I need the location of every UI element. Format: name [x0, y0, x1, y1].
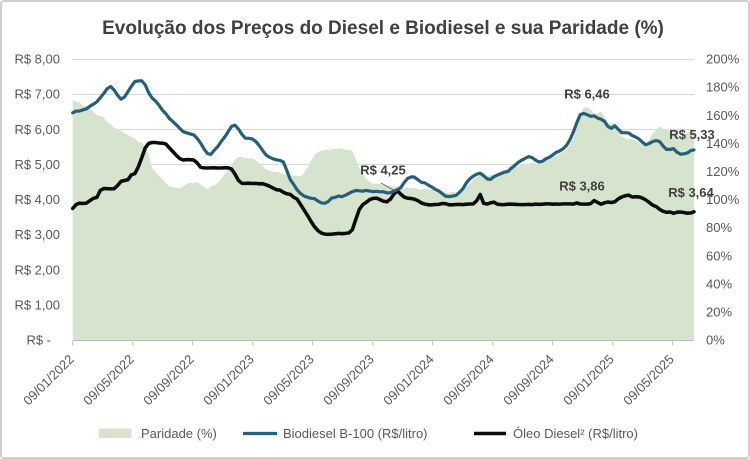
svg-text:09/01/2023: 09/01/2023 [200, 352, 257, 409]
svg-text:R$ 3,86: R$ 3,86 [559, 179, 605, 194]
svg-text:40%: 40% [706, 276, 732, 291]
svg-text:R$ 8,00: R$ 8,00 [14, 52, 60, 67]
svg-text:Biodiesel B-100 (R$/litro): Biodiesel B-100 (R$/litro) [283, 426, 428, 441]
svg-text:09/05/2025: 09/05/2025 [620, 352, 677, 409]
svg-text:R$ 5,33: R$ 5,33 [669, 127, 715, 142]
svg-text:60%: 60% [706, 248, 732, 263]
svg-text:80%: 80% [706, 220, 732, 235]
svg-text:100%: 100% [706, 192, 740, 207]
svg-text:09/01/2022: 09/01/2022 [20, 352, 77, 409]
svg-text:0%: 0% [706, 333, 725, 348]
svg-text:09/01/2024: 09/01/2024 [380, 352, 437, 409]
svg-text:09/01/2025: 09/01/2025 [560, 352, 617, 409]
svg-text:09/09/2022: 09/09/2022 [140, 352, 197, 409]
svg-text:09/05/2023: 09/05/2023 [260, 352, 317, 409]
svg-text:R$ 3,64: R$ 3,64 [668, 185, 714, 200]
svg-text:140%: 140% [706, 136, 740, 151]
svg-text:180%: 180% [706, 80, 740, 95]
svg-text:09/05/2024: 09/05/2024 [440, 352, 497, 409]
svg-text:R$ 6,46: R$ 6,46 [564, 87, 610, 102]
svg-text:R$ 6,00: R$ 6,00 [14, 122, 60, 137]
svg-text:09/05/2022: 09/05/2022 [80, 352, 137, 409]
svg-text:R$ 3,00: R$ 3,00 [14, 227, 60, 242]
svg-text:R$ 2,00: R$ 2,00 [14, 262, 60, 277]
svg-text:R$ 7,00: R$ 7,00 [14, 87, 60, 102]
svg-text:120%: 120% [706, 164, 740, 179]
svg-text:09/09/2024: 09/09/2024 [500, 352, 557, 409]
svg-text:200%: 200% [706, 52, 740, 67]
svg-text:Óleo Diesel² (R$/litro): Óleo Diesel² (R$/litro) [513, 426, 638, 441]
svg-text:R$ 4,00: R$ 4,00 [14, 192, 60, 207]
svg-text:09/09/2023: 09/09/2023 [320, 352, 377, 409]
svg-text:Paridade (%): Paridade (%) [141, 426, 217, 441]
svg-text:20%: 20% [706, 305, 732, 320]
svg-text:160%: 160% [706, 108, 740, 123]
svg-text:R$ 5,00: R$ 5,00 [14, 157, 60, 172]
svg-text:Evolução dos Preços do Diesel: Evolução dos Preços do Diesel e Biodiese… [102, 18, 664, 39]
svg-text:R$ 4,25: R$ 4,25 [360, 163, 406, 178]
svg-text:R$ -: R$ - [26, 333, 51, 348]
svg-text:R$ 1,00: R$ 1,00 [14, 298, 60, 313]
